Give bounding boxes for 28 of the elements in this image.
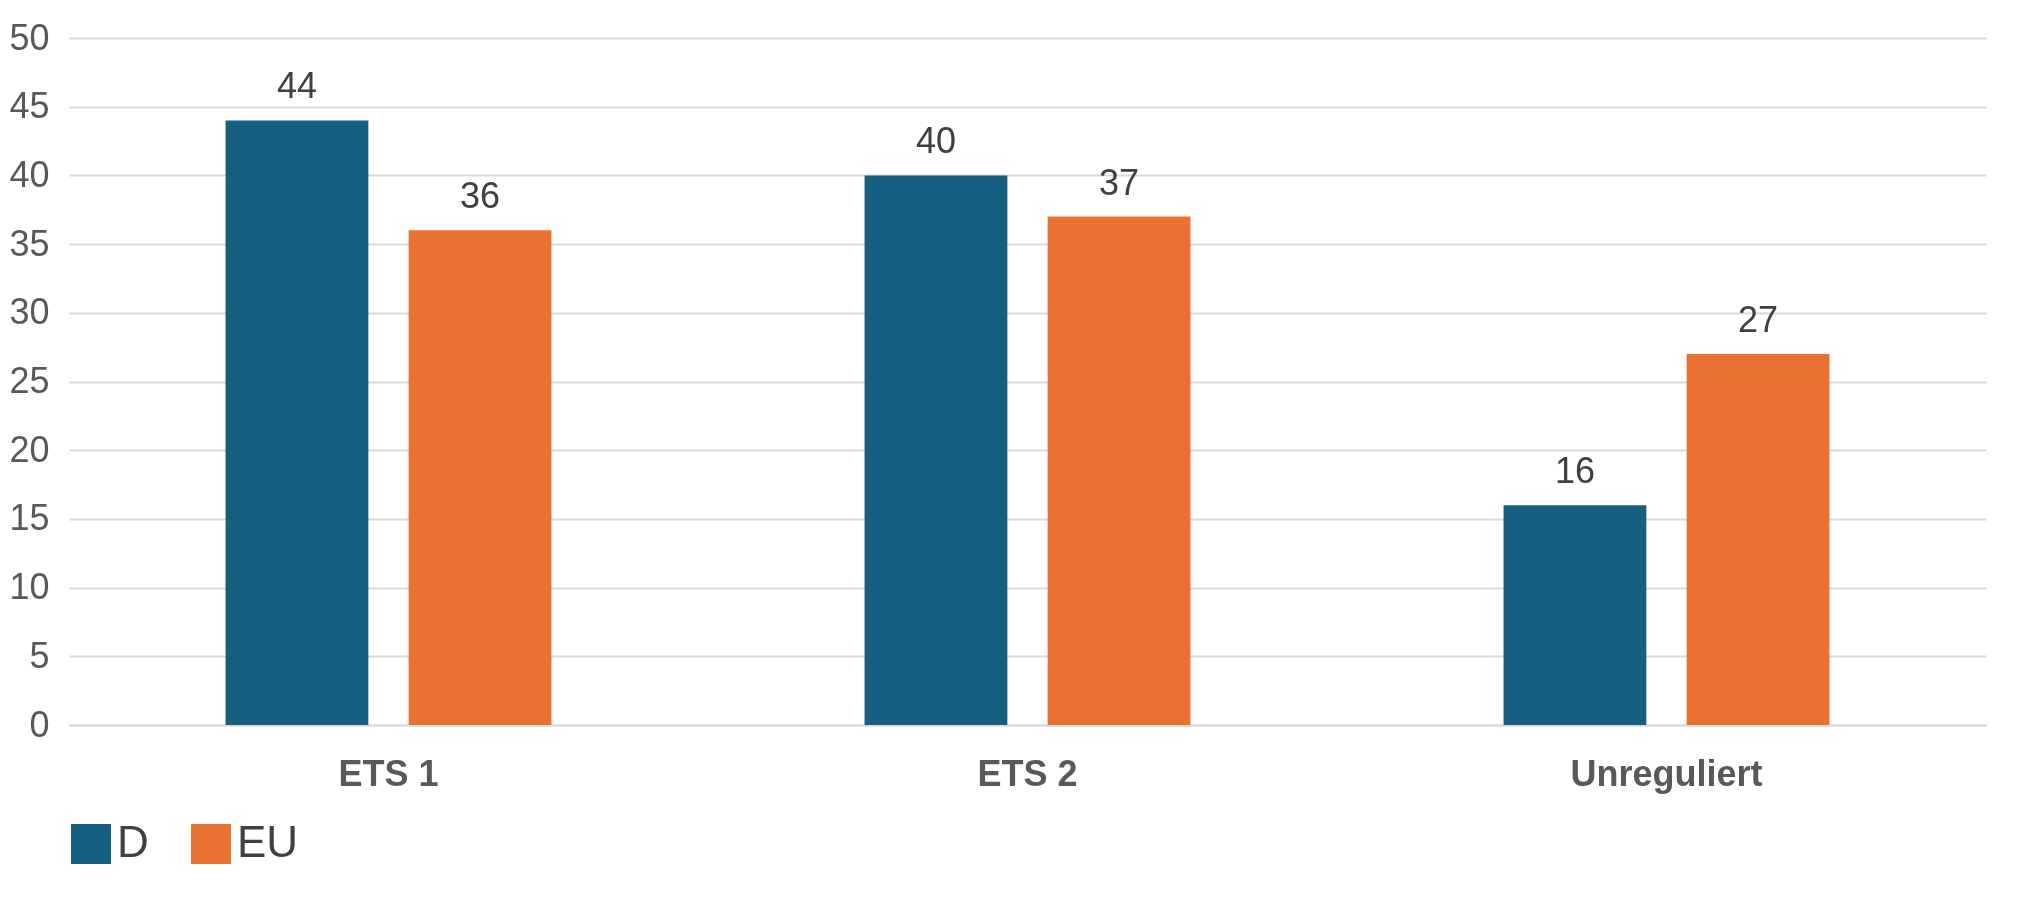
y-tick-label: 30 [9, 291, 50, 333]
y-tick-label: 50 [9, 16, 50, 58]
bar [408, 230, 552, 725]
bar [1503, 505, 1647, 725]
x-tick-label: ETS 2 [977, 752, 1078, 794]
y-tick-label: 15 [9, 497, 50, 539]
x-tick-label: ETS 1 [338, 752, 439, 794]
y-tick-label: 5 [29, 634, 50, 676]
y-tick-label: 10 [9, 566, 50, 608]
y-tick-label: 40 [9, 153, 50, 195]
data-label: 37 [1099, 161, 1140, 203]
x-tick-label: Unreguliert [1570, 752, 1763, 794]
bar [1686, 354, 1830, 725]
legend-label: EU [237, 817, 299, 866]
y-tick-label: 20 [9, 428, 50, 470]
y-tick-label: 0 [29, 703, 50, 745]
y-tick-label: 35 [9, 222, 50, 264]
data-label: 27 [1738, 299, 1779, 341]
bar [225, 120, 369, 725]
legend-label: D [117, 817, 149, 866]
bar [1047, 216, 1191, 725]
data-label: 44 [276, 65, 317, 107]
y-tick-label: 45 [9, 85, 50, 127]
data-label: 40 [915, 120, 956, 162]
y-tick-label: 25 [9, 360, 50, 401]
data-label: 16 [1554, 450, 1595, 492]
data-label: 36 [460, 175, 501, 217]
bar [864, 175, 1008, 725]
